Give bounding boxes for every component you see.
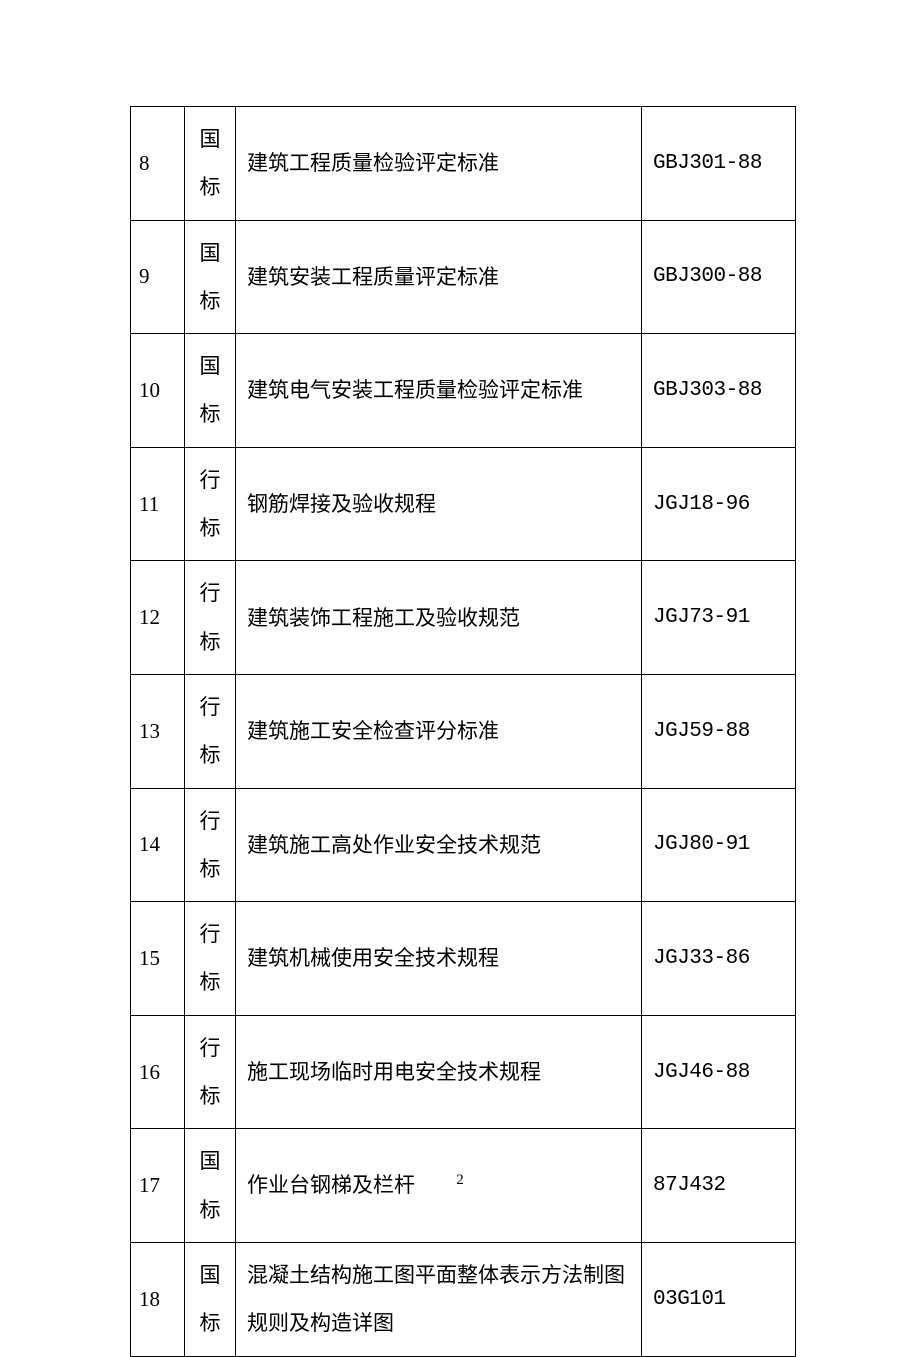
cell-name: 建筑机械使用安全技术规程	[236, 902, 642, 1016]
standards-table: 8国标建筑工程质量检验评定标准GBJ301-889国标建筑安装工程质量评定标准G…	[130, 106, 796, 1357]
table-row: 8国标建筑工程质量检验评定标准GBJ301-88	[131, 107, 796, 221]
cell-type: 国标	[185, 1242, 236, 1356]
cell-index: 14	[131, 788, 185, 902]
cell-code: JGJ33-86	[642, 902, 796, 1016]
cell-type-text: 行标	[185, 456, 235, 553]
cell-code: JGJ80-91	[642, 788, 796, 902]
cell-type: 国标	[185, 334, 236, 448]
cell-type-text: 行标	[185, 683, 235, 780]
cell-code: JGJ18-96	[642, 447, 796, 561]
cell-index: 8	[131, 107, 185, 221]
table-row: 10国标建筑电气安装工程质量检验评定标准GBJ303-88	[131, 334, 796, 448]
cell-type-text: 国标	[185, 229, 235, 326]
cell-name: 建筑装饰工程施工及验收规范	[236, 561, 642, 675]
table-row: 12行标建筑装饰工程施工及验收规范JGJ73-91	[131, 561, 796, 675]
cell-code: GBJ300-88	[642, 220, 796, 334]
table-row: 13行标建筑施工安全检查评分标准JGJ59-88	[131, 674, 796, 788]
cell-index: 13	[131, 674, 185, 788]
page-container: 8国标建筑工程质量检验评定标准GBJ301-889国标建筑安装工程质量评定标准G…	[0, 0, 920, 1302]
cell-index: 9	[131, 220, 185, 334]
cell-type-text: 行标	[185, 569, 235, 666]
cell-type-text: 国标	[185, 1251, 235, 1348]
cell-type: 行标	[185, 674, 236, 788]
table-body: 8国标建筑工程质量检验评定标准GBJ301-889国标建筑安装工程质量评定标准G…	[131, 107, 796, 1357]
table-row: 14行标建筑施工高处作业安全技术规范JGJ80-91	[131, 788, 796, 902]
cell-index: 18	[131, 1242, 185, 1356]
table-row: 18国标混凝土结构施工图平面整体表示方法制图规则及构造详图03G101	[131, 1242, 796, 1356]
cell-index: 15	[131, 902, 185, 1016]
table-row: 16行标施工现场临时用电安全技术规程JGJ46-88	[131, 1015, 796, 1129]
cell-type-text: 国标	[185, 115, 235, 212]
cell-code: 03G101	[642, 1242, 796, 1356]
cell-name: 混凝土结构施工图平面整体表示方法制图规则及构造详图	[236, 1242, 642, 1356]
cell-type: 行标	[185, 902, 236, 1016]
cell-type: 国标	[185, 107, 236, 221]
cell-code: JGJ73-91	[642, 561, 796, 675]
cell-type: 国标	[185, 220, 236, 334]
cell-type-text: 行标	[185, 1024, 235, 1121]
cell-type-text: 行标	[185, 910, 235, 1007]
table-row: 9国标建筑安装工程质量评定标准GBJ300-88	[131, 220, 796, 334]
cell-name: 建筑工程质量检验评定标准	[236, 107, 642, 221]
cell-type-text: 行标	[185, 797, 235, 894]
cell-name: 建筑施工安全检查评分标准	[236, 674, 642, 788]
cell-name: 建筑安装工程质量评定标准	[236, 220, 642, 334]
cell-index: 12	[131, 561, 185, 675]
cell-code: JGJ59-88	[642, 674, 796, 788]
table-row: 11行标钢筋焊接及验收规程JGJ18-96	[131, 447, 796, 561]
cell-name: 钢筋焊接及验收规程	[236, 447, 642, 561]
cell-code: GBJ301-88	[642, 107, 796, 221]
cell-name: 建筑施工高处作业安全技术规范	[236, 788, 642, 902]
cell-type: 行标	[185, 1015, 236, 1129]
cell-code: GBJ303-88	[642, 334, 796, 448]
cell-name: 建筑电气安装工程质量检验评定标准	[236, 334, 642, 448]
cell-code: JGJ46-88	[642, 1015, 796, 1129]
cell-type: 行标	[185, 788, 236, 902]
cell-type-text: 国标	[185, 342, 235, 439]
cell-index: 10	[131, 334, 185, 448]
table-row: 15行标建筑机械使用安全技术规程JGJ33-86	[131, 902, 796, 1016]
page-number: 2	[0, 1172, 920, 1189]
cell-type: 行标	[185, 447, 236, 561]
cell-name: 施工现场临时用电安全技术规程	[236, 1015, 642, 1129]
cell-type: 行标	[185, 561, 236, 675]
cell-index: 11	[131, 447, 185, 561]
cell-index: 16	[131, 1015, 185, 1129]
